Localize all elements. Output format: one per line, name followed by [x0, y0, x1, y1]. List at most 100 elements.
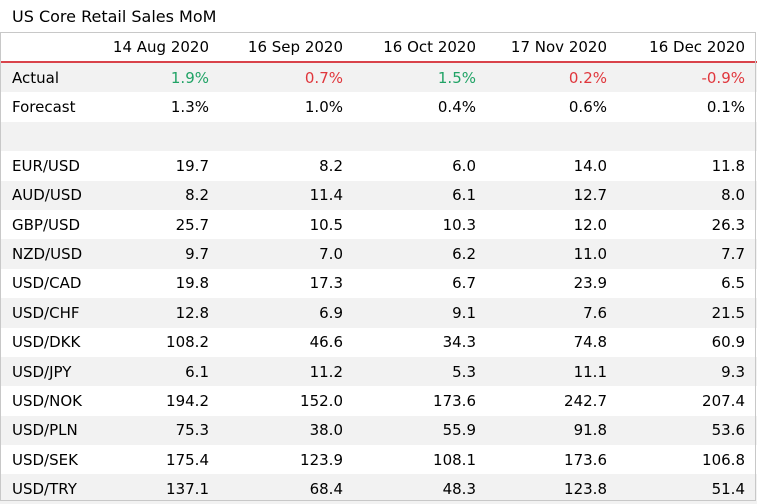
pair-row: AUD/USD 8.2 11.4 6.1 12.7 8.0 [0, 180, 757, 210]
pair-value: 173.6 [355, 386, 488, 416]
pair-label: USD/JPY [0, 356, 100, 387]
pair-value: 10.3 [355, 209, 488, 240]
pair-label: USD/SEK [0, 445, 100, 475]
forecast-value: 0.1% [619, 92, 757, 122]
pair-value: 11.4 [221, 180, 355, 210]
actual-value: 1.5% [355, 62, 488, 93]
pair-row: USD/CAD 19.8 17.3 6.7 23.9 6.5 [0, 268, 757, 299]
pair-value: 9.1 [355, 298, 488, 328]
pair-label: USD/CHF [0, 298, 100, 328]
pair-value: 34.3 [355, 327, 488, 357]
header-row: 14 Aug 2020 16 Sep 2020 16 Oct 2020 17 N… [0, 32, 757, 63]
pair-value: 60.9 [619, 327, 757, 357]
pair-value: 6.5 [619, 268, 757, 299]
pair-value: 26.3 [619, 209, 757, 240]
pair-value: 38.0 [221, 415, 355, 446]
row-label: Actual [0, 62, 100, 93]
pair-row: USD/DKK 108.2 46.6 34.3 74.8 60.9 [0, 327, 757, 357]
pair-value: 11.2 [221, 356, 355, 387]
pair-value: 68.4 [221, 474, 355, 504]
column-header: 16 Sep 2020 [221, 32, 355, 63]
actual-value: 0.7% [221, 62, 355, 93]
pair-row: USD/CHF 12.8 6.9 9.1 7.6 21.5 [0, 298, 757, 328]
pair-label: USD/CAD [0, 268, 100, 299]
pair-value: 106.8 [619, 445, 757, 475]
pair-row: NZD/USD 9.7 7.0 6.2 11.0 7.7 [0, 239, 757, 269]
actual-value: -0.9% [619, 62, 757, 93]
pair-value: 6.9 [221, 298, 355, 328]
pair-value: 6.1 [355, 180, 488, 210]
pair-value: 8.2 [221, 151, 355, 181]
column-header: 16 Dec 2020 [619, 32, 757, 63]
pair-value: 19.8 [100, 268, 221, 299]
pair-value: 137.1 [100, 474, 221, 504]
pair-label: GBP/USD [0, 209, 100, 240]
forecast-value: 0.6% [488, 92, 619, 122]
header-corner-cell [0, 32, 100, 63]
pair-value: 12.8 [100, 298, 221, 328]
pair-value: 21.5 [619, 298, 757, 328]
pair-value: 9.3 [619, 356, 757, 387]
pair-label: USD/NOK [0, 386, 100, 416]
pair-label: USD/PLN [0, 415, 100, 446]
actual-value: 0.2% [488, 62, 619, 93]
spacer-cell [488, 121, 619, 152]
row-label: Forecast [0, 92, 100, 122]
pair-value: 10.5 [221, 209, 355, 240]
pair-value: 152.0 [221, 386, 355, 416]
pair-value: 108.2 [100, 327, 221, 357]
pair-value: 6.1 [100, 356, 221, 387]
spacer-cell [100, 121, 221, 152]
column-header: 17 Nov 2020 [488, 32, 619, 63]
pair-value: 123.9 [221, 445, 355, 475]
pair-label: NZD/USD [0, 239, 100, 269]
spacer-cell [221, 121, 355, 152]
pair-row: USD/JPY 6.1 11.2 5.3 11.1 9.3 [0, 356, 757, 387]
pair-value: 8.0 [619, 180, 757, 210]
pair-value: 12.0 [488, 209, 619, 240]
pair-label: AUD/USD [0, 180, 100, 210]
pair-row: EUR/USD 19.7 8.2 6.0 14.0 11.8 [0, 151, 757, 181]
pair-row: USD/SEK 175.4 123.9 108.1 173.6 106.8 [0, 445, 757, 475]
pair-row: USD/PLN 75.3 38.0 55.9 91.8 53.6 [0, 415, 757, 446]
pair-value: 7.6 [488, 298, 619, 328]
pair-label: USD/TRY [0, 474, 100, 504]
pair-value: 11.1 [488, 356, 619, 387]
pair-value: 6.2 [355, 239, 488, 269]
table-title: US Core Retail Sales MoM [12, 7, 217, 26]
pair-value: 175.4 [100, 445, 221, 475]
pair-value: 17.3 [221, 268, 355, 299]
spacer-row [0, 121, 757, 152]
pair-value: 108.1 [355, 445, 488, 475]
spacer-cell [619, 121, 757, 152]
pair-value: 23.9 [488, 268, 619, 299]
pair-row: GBP/USD 25.7 10.5 10.3 12.0 26.3 [0, 209, 757, 240]
spacer-cell [0, 121, 100, 152]
forecast-value: 1.0% [221, 92, 355, 122]
column-header: 14 Aug 2020 [100, 32, 221, 63]
pair-value: 6.7 [355, 268, 488, 299]
pair-value: 7.0 [221, 239, 355, 269]
pair-value: 123.8 [488, 474, 619, 504]
pair-value: 8.2 [100, 180, 221, 210]
pair-value: 51.4 [619, 474, 757, 504]
forecast-row: Forecast 1.3% 1.0% 0.4% 0.6% 0.1% [0, 92, 757, 122]
table-body: Actual 1.9% 0.7% 1.5% 0.2% -0.9% Forecas… [0, 62, 757, 504]
pair-label: EUR/USD [0, 151, 100, 181]
actual-value: 1.9% [100, 62, 221, 93]
pair-value: 53.6 [619, 415, 757, 446]
column-header: 16 Oct 2020 [355, 32, 488, 63]
pair-value: 194.2 [100, 386, 221, 416]
pair-value: 11.0 [488, 239, 619, 269]
pair-value: 75.3 [100, 415, 221, 446]
pair-value: 11.8 [619, 151, 757, 181]
pair-row: USD/NOK 194.2 152.0 173.6 242.7 207.4 [0, 386, 757, 416]
pair-value: 5.3 [355, 356, 488, 387]
pair-value: 91.8 [488, 415, 619, 446]
actual-row: Actual 1.9% 0.7% 1.5% 0.2% -0.9% [0, 62, 757, 93]
pair-value: 6.0 [355, 151, 488, 181]
pair-value: 46.6 [221, 327, 355, 357]
pair-value: 207.4 [619, 386, 757, 416]
pair-value: 48.3 [355, 474, 488, 504]
pair-value: 173.6 [488, 445, 619, 475]
